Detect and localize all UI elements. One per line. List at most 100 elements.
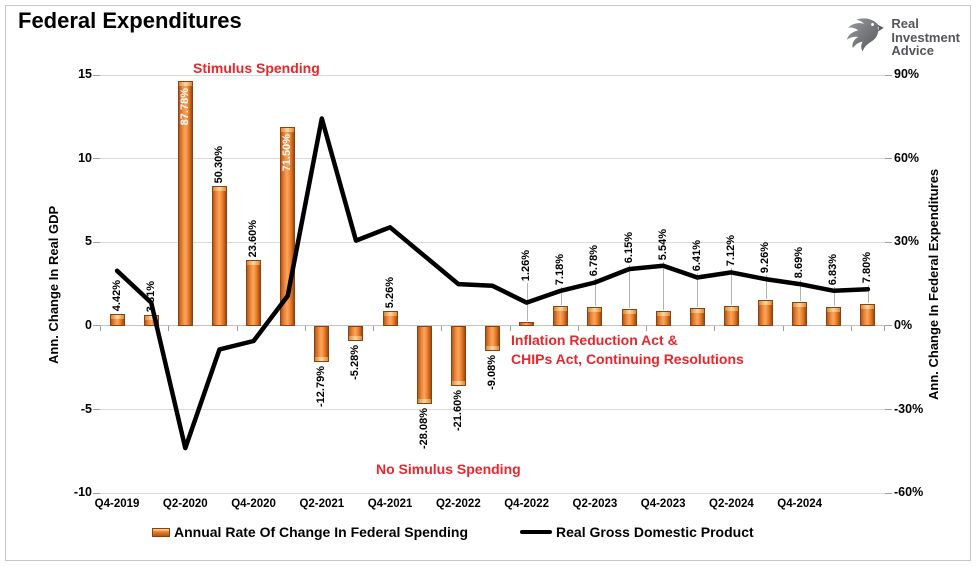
x-axis-label: Q4-2023 <box>640 498 686 510</box>
category-axis-tick <box>646 325 648 331</box>
x-axis-label: Q2-2023 <box>572 498 618 510</box>
annotation-inflation-reduction-act: Inflation Reduction Act & CHIPs Act, Con… <box>511 332 744 367</box>
right-axis-label: 30% <box>894 234 920 249</box>
annotation-no-stimulus-spending: No Simulus Spending <box>376 461 521 477</box>
left-axis-tick <box>93 158 100 160</box>
right-axis-label: 60% <box>894 150 920 165</box>
bar-Q3-2021 <box>348 325 364 341</box>
bar-Q3-2023 <box>621 308 637 326</box>
bar-Q2-2021 <box>314 325 330 362</box>
label-leader-line <box>594 278 596 307</box>
bar-Q1-2024 <box>689 308 705 326</box>
annotation-stimulus-spending: Stimulus Spending <box>193 60 320 76</box>
logo-line3: Advice <box>891 43 934 59</box>
bar-Q2-2020 <box>177 81 193 326</box>
bar-cap <box>110 314 124 319</box>
gdp-line-chart <box>114 116 871 451</box>
x-axis-label: Q2-2022 <box>435 498 481 510</box>
bar-Q2-2025 <box>860 304 876 326</box>
category-axis-tick <box>782 325 784 331</box>
x-axis-label: Q2-2024 <box>709 498 754 510</box>
bar-Q2-2022 <box>450 325 466 387</box>
bar-Q1-2020 <box>143 315 159 326</box>
bar-cap <box>212 186 226 191</box>
bar-cap <box>793 302 807 307</box>
x-axis-label: Q2-2021 <box>299 498 345 510</box>
logo-wordmark: Real Investment Advice <box>891 17 960 58</box>
right-axis-tick <box>885 158 892 160</box>
category-axis-tick <box>850 325 852 331</box>
bar-cap <box>247 261 261 266</box>
left-axis-label: -10 <box>73 485 92 500</box>
left-axis-tick <box>93 241 100 243</box>
bar-cap <box>622 309 636 314</box>
bar-cap <box>486 346 499 351</box>
left-axis-label: -5 <box>80 401 92 416</box>
gridline <box>100 158 885 160</box>
category-axis-tick <box>884 325 885 331</box>
bar-Q4-2023 <box>655 310 671 326</box>
left-axis-tick <box>93 325 100 327</box>
bar-Q4-2021 <box>382 311 398 326</box>
bar-Q4-2024 <box>792 301 808 326</box>
category-axis-tick <box>441 325 443 331</box>
category-axis-tick <box>373 325 375 331</box>
right-axis-title: Ann. Change In Federal Expenditures <box>926 168 941 401</box>
label-leader-line <box>663 261 665 310</box>
bar-cap <box>588 308 602 313</box>
label-leader-line <box>799 280 801 301</box>
plot-area: 4.42% 3.81% 87.78% 50.30% 23.60% 71.50% -12.79… <box>100 74 885 494</box>
bar-Q2-2023 <box>587 307 603 326</box>
right-axis-label: 0% <box>894 317 913 332</box>
right-axis-tick <box>885 492 892 494</box>
x-axis-label: Q4-2024 <box>777 498 823 510</box>
bar-cap <box>178 82 192 87</box>
bar-Q1-2023 <box>553 305 569 326</box>
chart-title: Federal Expenditures <box>18 8 242 33</box>
right-axis-tick <box>885 241 892 243</box>
left-axis-tick <box>93 492 100 494</box>
bar-Q2-2024 <box>723 306 739 326</box>
right-axis-label: -30% <box>894 401 924 416</box>
label-leader-line <box>765 275 767 300</box>
bar-cap <box>724 307 738 312</box>
label-leader-line <box>560 286 562 305</box>
label-leader-line <box>867 285 869 304</box>
left-axis-tick <box>93 409 100 411</box>
legend-line-label: Real Gross Domestic Product <box>556 524 754 540</box>
bar-cap <box>417 399 431 404</box>
left-axis-label: 5 <box>85 234 92 249</box>
bar-cap <box>349 335 363 340</box>
bar-cap <box>827 307 841 312</box>
right-axis-tick <box>885 74 892 76</box>
legend-bar-label: Annual Rate Of Change In Federal Spendin… <box>174 524 469 540</box>
gridline <box>100 241 885 243</box>
gridline <box>100 492 885 494</box>
label-leader-line <box>697 273 699 308</box>
right-axis-label: -60% <box>894 485 924 500</box>
bar-cap <box>759 301 773 306</box>
gridline <box>100 74 885 76</box>
bar-Q1-2025 <box>826 306 842 326</box>
gridline <box>100 409 885 411</box>
bar-cap <box>281 127 295 132</box>
category-axis-tick <box>304 325 306 331</box>
logo-line2: Investment <box>891 29 960 45</box>
category-axis-tick <box>100 325 101 331</box>
logo-line1: Real <box>891 16 919 32</box>
left-axis-title: Ann. Change In Real GDP <box>46 205 61 364</box>
brand-logo: Real Investment Advice <box>843 14 960 61</box>
x-axis-label: Q4-2021 <box>367 498 413 510</box>
bar-cap <box>656 311 670 316</box>
legend-item-gdp: Real Gross Domestic Product <box>520 524 754 540</box>
bar-Q4-2020 <box>246 260 262 326</box>
left-axis-label: 0 <box>85 317 92 332</box>
x-axis-label: Q4-2019 <box>94 498 140 510</box>
x-axis-label: Q2-2020 <box>162 498 208 510</box>
right-axis-label: 90% <box>894 67 920 81</box>
bar-cap <box>861 305 875 310</box>
eagle-logo-icon <box>843 14 885 61</box>
left-axis-tick <box>93 74 100 76</box>
bar-Q1-2022 <box>416 325 432 405</box>
